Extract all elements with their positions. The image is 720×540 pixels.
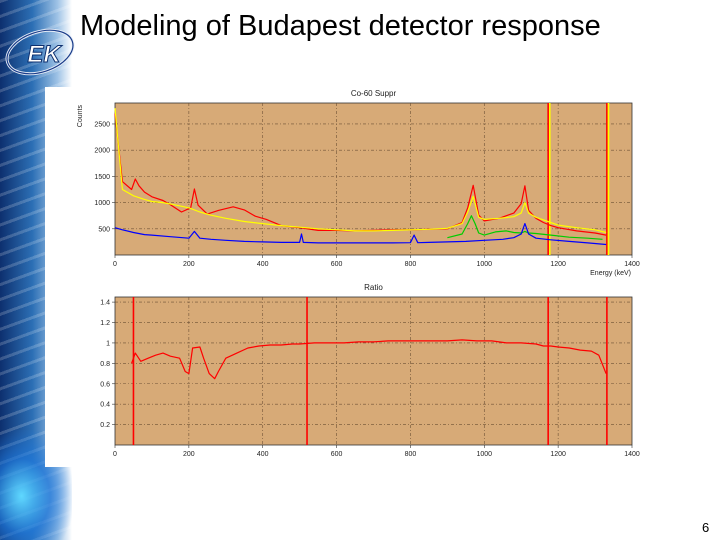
y-tick-label: 1	[106, 340, 110, 347]
y-axis-label: Counts	[77, 105, 84, 128]
y-tick-label: 0.4	[100, 402, 110, 409]
x-tick-label: 800	[405, 261, 417, 268]
y-tick-label: 500	[98, 226, 110, 233]
series-line-green	[447, 215, 603, 240]
chart-panel: Co-60 Suppr 0 200 400 600 800 1000 1200 1400 500 1…	[45, 87, 700, 467]
x-tick-label: 1400	[624, 451, 640, 458]
chart-title-0: Co-60 Suppr	[351, 89, 397, 98]
x-tick-label: 0	[113, 451, 117, 458]
institute-logo: EK	[5, 28, 75, 76]
x-tick-label: 0	[113, 261, 117, 268]
x-tick-label: 400	[257, 451, 269, 458]
x-tick-label: 1400	[624, 261, 640, 268]
y-tick-label: 0.6	[100, 381, 110, 388]
plot-area-0	[114, 102, 633, 256]
x-tick-label: 1200	[550, 261, 566, 268]
y-tick-label: 0.2	[100, 422, 110, 429]
x-tick-label: 1200	[550, 451, 566, 458]
plot-area-1	[114, 296, 633, 446]
x-tick-label: 200	[183, 451, 195, 458]
y-tick-label: 1.2	[100, 320, 110, 327]
x-tick-label: 1000	[476, 451, 492, 458]
x-tick-label: 600	[331, 451, 343, 458]
x-tick-label: 1000	[476, 261, 492, 268]
x-tick-label: 400	[257, 261, 269, 268]
series-line-red	[131, 339, 607, 380]
x-axis-label: Energy (keV)	[590, 270, 631, 277]
series-line-blue	[114, 223, 607, 246]
x-tick-label: 800	[405, 451, 417, 458]
x-tick-label: 600	[331, 261, 343, 268]
series-line-yellow	[114, 108, 607, 234]
y-tick-label: 0.8	[100, 361, 110, 368]
page-number: 6	[702, 520, 710, 535]
y-tick-label: 1000	[94, 200, 110, 207]
y-tick-label: 1500	[94, 174, 110, 181]
y-tick-label: 2000	[94, 148, 110, 155]
logo-text: EK	[27, 41, 62, 68]
slide-title: Modeling of Budapest detector response	[80, 10, 601, 42]
chart-title-1: Ratio	[364, 283, 383, 292]
y-tick-label: 2500	[94, 121, 110, 128]
x-tick-label: 200	[183, 261, 195, 268]
y-tick-label: 1.4	[100, 300, 110, 307]
